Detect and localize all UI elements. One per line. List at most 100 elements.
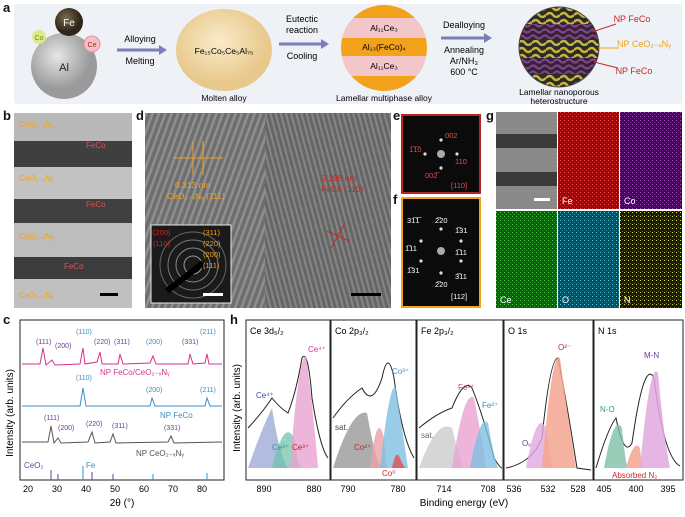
np-feco-top: NP FeCo xyxy=(614,14,651,24)
final-caption-2: heterostructure xyxy=(530,96,587,104)
c-series-1: NP FeCo/CeO₂₋ₓNᵧ xyxy=(100,368,170,377)
h-fe-l1: sat. xyxy=(421,431,434,440)
c-pk-g5: (331) xyxy=(164,425,180,432)
b-layer-7: CeO₂₋ₓNᵧ xyxy=(19,291,54,300)
lamellar-layer-1: Al₁₁Ce₃ xyxy=(370,23,398,33)
d-ceo2-spacing: 0.313 nm xyxy=(175,180,210,190)
c-series-2: NP FeCo xyxy=(160,411,193,420)
c-pk-b3: (211) xyxy=(200,387,216,394)
c-pk-p1: (111) xyxy=(36,339,51,346)
panel-e-label: e xyxy=(393,108,401,123)
g-n-label: N xyxy=(624,295,631,305)
panel-f-fft: 31̅1̅ 2̅20 1̅31 1̅11 1̅11 1̅31 2̅20 3̅11… xyxy=(401,197,481,308)
c-pk-p2: (200) xyxy=(55,343,71,350)
g-o-label: O xyxy=(562,295,569,305)
fe-particle xyxy=(55,8,83,36)
e-zone: [110] xyxy=(451,181,467,190)
e-spot-4: 002̅ xyxy=(425,171,441,180)
panel-d-hrtem: 0.313 nm CeO₂₋ₓNᵧ (111) 0.198 nm FeCo (1… xyxy=(145,113,391,308)
h-fe-title: Fe 2p₃/₂ xyxy=(421,326,454,336)
c-pk-g1: (111) xyxy=(44,415,59,422)
h-co-l2: Co²⁺ xyxy=(354,443,371,452)
f-spot-5: 1̅11 xyxy=(455,248,467,257)
fft-e-graphic: 002 1̅1̅0 110 002̅ [110] xyxy=(409,131,467,190)
molten-caption: Molten alloy xyxy=(201,93,247,103)
c-ref-fe: Fe xyxy=(86,461,96,470)
c-pink-trace xyxy=(22,347,222,366)
hrtem-graphic: 0.313 nm CeO₂₋ₓNᵧ (111) 0.198 nm FeCo (1… xyxy=(145,113,391,308)
panel-g-label: g xyxy=(486,108,494,123)
f-spot-8: 3̅11 xyxy=(455,272,467,281)
al-particle xyxy=(31,33,97,99)
f-spot-4: 1̅11 xyxy=(405,244,417,253)
panel-c-label: c xyxy=(3,312,11,327)
h-o-l2: O²⁻ xyxy=(558,343,571,352)
lamellar-alloy-circle xyxy=(341,5,427,91)
saed-right-3: (200) xyxy=(203,250,221,259)
panel-e-fft: 002 1̅1̅0 110 002̅ [110] xyxy=(401,114,481,194)
c-xt-3: 40 xyxy=(81,484,91,494)
h-o-t3: 528 xyxy=(570,484,585,494)
h-xlabel: Binding energy (eV) xyxy=(420,498,508,509)
c-pk-g2: (200) xyxy=(58,425,74,432)
h-co-t1: 790 xyxy=(340,484,355,494)
h-n-t1: 405 xyxy=(596,484,611,494)
panel-a-schematic: Al Fe Co Ce Alloying Melting Fe₁₅Co₅Ce₅A… xyxy=(14,4,682,106)
g-n-map xyxy=(620,211,682,308)
xps-o-1s: O 1s Oᵥ O²⁻ 536 532 528 xyxy=(503,319,594,494)
step2-line2: reaction xyxy=(286,25,318,35)
g-fe-label: Fe xyxy=(562,196,573,206)
step3-line3: Ar/NH₃ xyxy=(450,56,478,66)
h-co-l3: Co³⁺ xyxy=(392,367,409,376)
panel-c-xrd-chart: Intensity (arb. units) CeO₂ Fe (111) (20… xyxy=(0,318,228,512)
co-particle xyxy=(32,30,46,44)
step2-line1: Eutectic xyxy=(286,14,319,24)
step3-line4: 600 °C xyxy=(450,67,478,77)
xrd-graphic: Intensity (arb. units) CeO₂ Fe (111) (20… xyxy=(5,319,225,509)
c-pk-g3: (220) xyxy=(86,421,102,428)
d-feco-plane: FeCo (110) xyxy=(321,184,364,194)
f-spot-1: 31̅1̅ xyxy=(407,216,423,225)
h-ce-title: Ce 3d₅/₂ xyxy=(250,326,284,336)
xps-co-2p: Co 2p₃/₂ sat. Co²⁺ Co³⁺ Co⁰ 790 780 xyxy=(330,319,417,494)
h-ce-l1: Ce⁴⁺ xyxy=(256,391,274,400)
panel-h-xps-chart: Intensity (arb. units) Ce 3d₅/₂ Ce⁴⁺ Ce³… xyxy=(232,318,685,512)
panel-d-label: d xyxy=(136,108,144,123)
panel-b-sem-image: CeO₂₋ₓNᵧ FeCo CeO₂₋ₓNᵧ FeCo CeO₂₋ₓNᵧ FeC… xyxy=(14,113,132,308)
d-scale-bar xyxy=(351,293,381,296)
h-n-l3: Absorbed N₂ xyxy=(612,471,657,480)
h-o-title: O 1s xyxy=(508,326,528,336)
c-ref-ceo2: CeO₂ xyxy=(24,461,44,470)
saed-left-1: (200) xyxy=(153,228,171,237)
h-co-title: Co 2p₃/₂ xyxy=(335,326,369,336)
d-ceo2-plane: CeO₂₋ₓNᵧ (111) xyxy=(167,191,225,201)
h-ce-l3: Ce³⁺ xyxy=(292,443,309,452)
c-pk-g4: (311) xyxy=(112,423,128,430)
np-feco-bottom: NP FeCo xyxy=(616,66,653,76)
c-xt-2: 30 xyxy=(52,484,62,494)
eds-graphic: Fe Co Ce O N xyxy=(496,112,682,308)
saed-right-1: (311) xyxy=(203,228,220,237)
molten-alloy-blob xyxy=(176,9,272,91)
h-ce-l2: Ce³⁺ xyxy=(272,443,289,452)
h-ylabel: Intensity (arb. units) xyxy=(232,364,243,452)
h-fe-t2: 708 xyxy=(480,484,495,494)
molten-formula: Fe₁₅Co₅Ce₅Al₇₅ xyxy=(195,46,254,56)
g-sem-map xyxy=(496,112,557,209)
f-spot-7: 2̅20 xyxy=(435,280,448,289)
step2-line3: Cooling xyxy=(287,51,318,61)
step3-line1: Dealloying xyxy=(443,20,485,30)
c-series-3: NP CeO₂₋ₓNᵧ xyxy=(136,449,184,458)
saed-right-2: (220) xyxy=(203,239,221,248)
b-layer-3: CeO₂₋ₓNᵧ xyxy=(19,174,54,183)
h-o-t1: 536 xyxy=(506,484,521,494)
h-ce-l4: Ce⁴⁺ xyxy=(308,345,326,354)
h-n-l2: M-N xyxy=(644,351,659,360)
np-ceo2: NP CeO₂₋ₓNᵧ xyxy=(617,39,671,49)
step1-line2: Melting xyxy=(125,56,154,66)
c-pk-p8: (211) xyxy=(200,329,216,336)
c-xlabel: 2θ (°) xyxy=(110,498,135,509)
f-spot-2: 2̅20 xyxy=(435,216,448,225)
final-caption: Lamellar nanoporous xyxy=(519,87,599,97)
h-co-t2: 780 xyxy=(390,484,405,494)
